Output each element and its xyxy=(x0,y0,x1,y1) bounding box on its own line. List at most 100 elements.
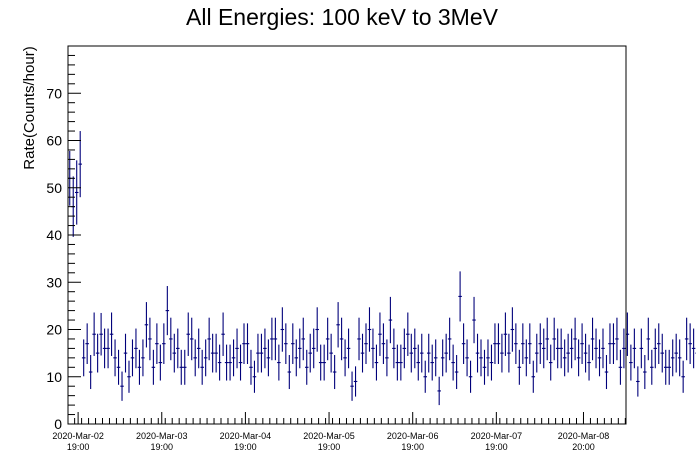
y-tick-label: 60 xyxy=(46,133,62,149)
data-point xyxy=(196,328,201,369)
data-point xyxy=(364,323,368,364)
data-point xyxy=(622,328,626,369)
data-point xyxy=(517,349,522,385)
data-point xyxy=(120,371,124,401)
data-point xyxy=(294,339,299,377)
data-point xyxy=(148,317,152,361)
x-tick-time-label: 20:00 xyxy=(572,442,595,452)
data-point xyxy=(245,323,250,364)
data-point xyxy=(81,339,86,377)
data-point xyxy=(406,312,410,356)
data-point xyxy=(667,349,671,385)
y-axis: 0 10 20 30 40 50 60 70 xyxy=(46,54,81,432)
data-point xyxy=(594,328,598,369)
data-point xyxy=(521,323,525,364)
data-point xyxy=(562,339,567,377)
data-point xyxy=(388,296,393,344)
data-point xyxy=(85,323,89,364)
data-point xyxy=(416,344,421,381)
data-point xyxy=(650,349,654,385)
data-point xyxy=(437,376,441,406)
data-point xyxy=(109,312,114,356)
x-tick-date-label: 2020-Mar-05 xyxy=(303,431,355,441)
data-point xyxy=(322,344,326,381)
data-point xyxy=(332,355,337,390)
data-point xyxy=(214,333,218,373)
data-point xyxy=(151,349,156,385)
x-tick-date-label: 2020-Mar-07 xyxy=(471,431,523,441)
x-axis: 2020-Mar-0219:002020-Mar-0319:002020-Mar… xyxy=(52,412,626,452)
data-point xyxy=(183,349,187,385)
data-point xyxy=(657,323,661,364)
data-point xyxy=(134,328,138,369)
data-point xyxy=(360,333,365,373)
data-point xyxy=(280,307,285,352)
y-tick-label: 40 xyxy=(46,227,62,243)
data-point xyxy=(284,323,288,364)
data-point xyxy=(116,349,121,385)
data-point xyxy=(210,333,215,373)
data-point xyxy=(444,333,448,373)
data-point xyxy=(629,344,633,381)
data-point xyxy=(604,355,609,390)
data-point xyxy=(231,339,236,377)
data-point xyxy=(566,333,570,373)
x-tick-date-label: 2020-Mar-04 xyxy=(220,431,272,441)
data-point xyxy=(548,344,553,381)
data-point xyxy=(552,317,556,361)
data-point xyxy=(503,312,508,356)
data-point xyxy=(298,328,302,369)
data-point xyxy=(528,323,532,364)
data-points xyxy=(68,131,696,406)
data-point xyxy=(597,339,602,377)
data-point xyxy=(674,333,678,373)
y-axis-label: Rate(Counts/hour) xyxy=(21,46,38,169)
data-point xyxy=(318,344,323,381)
y-tick-label: 50 xyxy=(46,180,62,196)
data-point xyxy=(413,328,417,369)
data-point xyxy=(423,360,427,393)
data-point xyxy=(172,333,177,373)
data-point xyxy=(531,360,536,393)
data-point xyxy=(636,366,640,397)
data-point xyxy=(535,333,539,373)
data-point xyxy=(545,317,549,361)
data-point xyxy=(169,317,173,361)
data-point xyxy=(287,355,292,390)
data-point xyxy=(141,339,145,377)
data-point xyxy=(542,328,546,369)
data-point xyxy=(357,317,361,361)
data-point xyxy=(92,312,96,356)
data-point xyxy=(576,339,581,377)
data-point xyxy=(176,328,180,369)
data-point xyxy=(371,328,375,369)
data-point xyxy=(291,323,295,364)
data-point xyxy=(235,328,239,369)
data-point xyxy=(461,323,466,364)
data-point xyxy=(496,323,501,364)
data-point xyxy=(106,328,110,369)
data-point xyxy=(580,323,584,364)
data-point xyxy=(308,333,312,373)
data-point xyxy=(263,328,267,369)
data-point xyxy=(447,317,452,361)
data-point xyxy=(639,328,644,369)
data-point xyxy=(329,333,333,373)
data-point xyxy=(273,317,278,361)
data-point xyxy=(420,333,424,373)
y-tick-label: 20 xyxy=(46,322,62,338)
data-point xyxy=(500,333,504,373)
data-point xyxy=(374,344,379,381)
data-point xyxy=(646,317,651,361)
data-point xyxy=(514,323,518,364)
data-point xyxy=(433,339,438,377)
data-point xyxy=(510,307,515,352)
data-point xyxy=(238,344,243,381)
data-point xyxy=(217,344,222,381)
data-point xyxy=(224,344,229,381)
data-point xyxy=(78,131,82,198)
data-point xyxy=(346,328,351,369)
data-point xyxy=(381,323,386,364)
data-point xyxy=(486,339,490,377)
